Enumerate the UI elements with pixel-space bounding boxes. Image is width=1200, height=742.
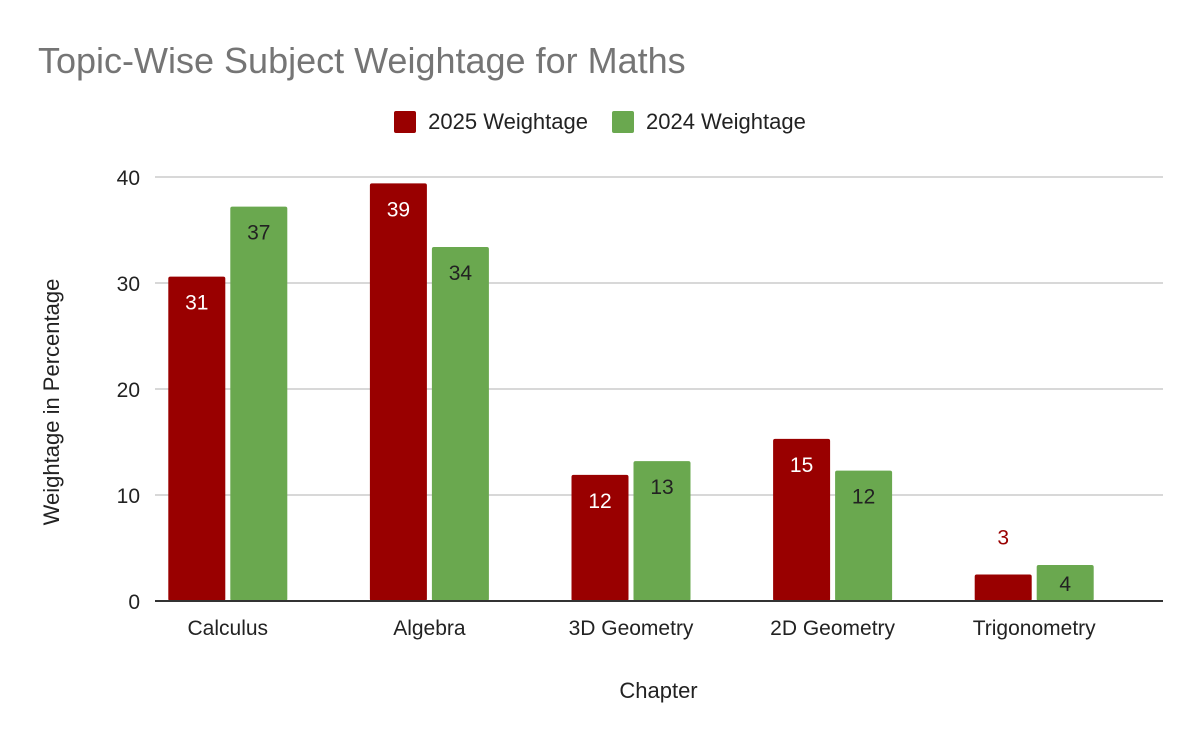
bar xyxy=(168,276,226,601)
bar xyxy=(571,474,629,601)
data-label: 13 xyxy=(650,476,673,499)
legend-swatch-2024 xyxy=(612,111,634,133)
x-tick-label: Calculus xyxy=(188,617,269,640)
x-axis-title: Chapter xyxy=(619,678,698,703)
legend-swatch-2025 xyxy=(394,111,417,133)
chart-legend: 2025 Weightage 2024 Weightage xyxy=(0,109,1200,135)
bar xyxy=(230,206,288,601)
y-tick-label: 0 xyxy=(128,591,140,614)
data-label: 3 xyxy=(997,527,1009,550)
data-label: 34 xyxy=(449,262,473,285)
bar xyxy=(369,183,427,602)
bar xyxy=(974,574,1032,601)
y-tick-label: 10 xyxy=(117,485,140,508)
x-tick-label: Algebra xyxy=(393,617,466,640)
legend-label-2024: 2024 Weightage xyxy=(646,109,806,134)
y-tick-label: 20 xyxy=(117,379,140,402)
bar xyxy=(1036,564,1094,601)
data-label: 12 xyxy=(588,490,611,513)
legend-item-2025[interactable]: 2025 Weightage xyxy=(394,109,588,135)
bar xyxy=(835,470,893,601)
data-label: 37 xyxy=(247,222,270,245)
legend-item-2024[interactable]: 2024 Weightage xyxy=(612,109,806,135)
y-axis-title: Weightage in Percentage xyxy=(39,278,64,526)
bar xyxy=(773,438,831,601)
data-label: 39 xyxy=(387,198,410,221)
gridlines xyxy=(155,176,1163,496)
bars xyxy=(168,183,1094,602)
x-tick-label: 2D Geometry xyxy=(770,617,895,640)
data-label: 12 xyxy=(852,486,875,509)
legend-label-2025: 2025 Weightage xyxy=(428,109,588,134)
bar xyxy=(633,461,691,601)
y-tick-label: 40 xyxy=(117,167,140,190)
data-label: 31 xyxy=(185,292,208,315)
data-label: 15 xyxy=(790,454,813,477)
data-label: 4 xyxy=(1059,573,1071,596)
y-tick-label: 30 xyxy=(117,273,140,296)
x-tick-label: 3D Geometry xyxy=(569,617,694,640)
bar xyxy=(431,246,489,601)
chart-title: Topic-Wise Subject Weightage for Maths xyxy=(38,40,686,81)
x-tick-label: Trigonometry xyxy=(973,617,1096,640)
